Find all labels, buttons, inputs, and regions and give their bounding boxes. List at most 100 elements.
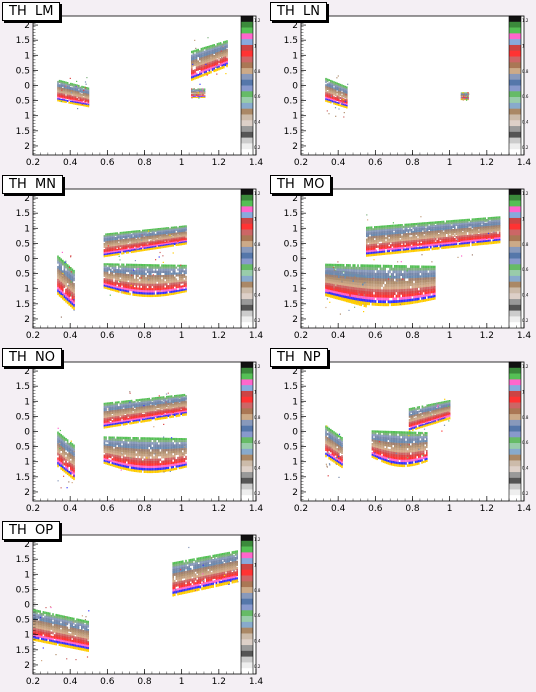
heatmap-cell — [153, 294, 155, 297]
heatmap-cell — [385, 240, 387, 244]
heatmap-cell — [486, 224, 488, 228]
heatmap-cell — [372, 238, 374, 241]
heatmap-cell — [143, 288, 146, 291]
heatmap-cell — [68, 302, 70, 306]
heatmap-cell — [134, 243, 136, 246]
heatmap-cell — [169, 293, 171, 296]
heatmap-cell — [486, 226, 488, 229]
heatmap-cell — [350, 274, 353, 278]
heatmap-cell — [339, 85, 342, 88]
heatmap-cell — [146, 290, 149, 293]
heatmap-cell — [177, 237, 179, 240]
palette-frame — [240, 15, 254, 156]
heatmap-cell — [121, 275, 123, 278]
heatmap-cell — [369, 230, 371, 233]
heatmap-cell — [127, 248, 130, 251]
heatmap-cell — [86, 99, 88, 102]
heatmap-cell — [441, 228, 443, 231]
palette-swatch — [241, 85, 253, 92]
heatmap-cell — [57, 88, 59, 90]
heatmap-cell — [339, 287, 342, 291]
heatmap-cell — [66, 82, 69, 84]
plot-frame — [32, 188, 257, 329]
heatmap-cell — [129, 236, 131, 239]
heatmap-cell — [70, 272, 72, 276]
palette-swatch — [509, 33, 521, 40]
heatmap-cell — [331, 286, 334, 289]
heatmap-cell — [129, 267, 131, 271]
heatmap-cell — [156, 270, 158, 274]
heatmap-cell — [333, 273, 335, 276]
heatmap-cell — [178, 266, 181, 269]
palette-frame — [508, 15, 522, 156]
heatmap-cell — [342, 85, 345, 88]
heatmap-cell — [399, 245, 402, 248]
heatmap-cell — [326, 270, 329, 273]
heatmap-cell — [177, 229, 179, 233]
heatmap-cell — [170, 266, 173, 269]
heatmap-cell — [170, 264, 173, 267]
heatmap-cell — [446, 238, 448, 242]
heatmap-cell — [138, 294, 141, 297]
heatmap-cell — [418, 222, 421, 226]
heatmap-cell — [490, 223, 493, 227]
heatmap-cell — [350, 299, 353, 303]
heatmap-cell — [86, 89, 88, 92]
heatmap-cell — [121, 231, 123, 234]
heatmap-cell — [82, 97, 85, 100]
heatmap-cell — [106, 266, 109, 269]
heatmap-cell — [73, 99, 75, 102]
heatmap-cell — [164, 241, 166, 244]
heatmap-cell — [458, 230, 461, 233]
heatmap-cell — [182, 230, 184, 233]
heatmap-cell — [74, 84, 77, 87]
heatmap-cell — [394, 228, 397, 231]
heatmap-cell — [156, 246, 158, 250]
heatmap-cell — [185, 270, 187, 273]
heatmap-cell — [333, 93, 335, 96]
heatmap-cell — [158, 228, 160, 231]
heatmap-cell — [84, 94, 86, 97]
heatmap-cell — [224, 63, 227, 67]
heatmap-cell — [388, 225, 390, 228]
heatmap-cell — [121, 271, 123, 274]
heatmap-cell — [132, 242, 134, 245]
heatmap-cell — [390, 238, 392, 241]
heatmap-cell — [334, 284, 337, 287]
heatmap-cell — [135, 272, 138, 275]
heatmap-cell — [425, 233, 427, 236]
data-region — [191, 88, 206, 99]
heatmap-cell — [162, 239, 165, 242]
heatmap-cell — [342, 95, 345, 98]
heatmap-speck — [62, 272, 64, 274]
heatmap-cell — [331, 292, 334, 296]
heatmap-cell — [113, 285, 115, 288]
heatmap-cell — [137, 233, 139, 236]
heatmap-cell — [174, 292, 176, 295]
heatmap-cell — [449, 242, 451, 245]
palette-tick-label: 0.8 — [254, 69, 261, 74]
heatmap-cell — [484, 233, 486, 236]
heatmap-cell — [84, 103, 86, 106]
heatmap-cell — [111, 237, 114, 240]
heatmap-cell — [113, 250, 115, 253]
heatmap-cell — [366, 234, 368, 238]
heatmap-cell — [382, 241, 384, 244]
heatmap-speck — [120, 291, 122, 293]
heatmap-cell — [62, 280, 64, 284]
heatmap-cell — [423, 248, 426, 251]
heatmap-cell — [197, 89, 199, 91]
heatmap-cell — [134, 244, 136, 247]
heatmap-cell — [124, 289, 126, 293]
heatmap-cell — [489, 224, 491, 227]
heatmap-cell — [482, 229, 485, 233]
heatmap-cell — [113, 263, 115, 266]
heatmap-cell — [138, 287, 141, 291]
heatmap-cell — [476, 242, 478, 246]
heatmap-cell — [195, 74, 198, 77]
heatmap-cell — [334, 84, 337, 87]
heatmap-cell — [180, 270, 182, 273]
heatmap-cell — [180, 225, 182, 229]
heatmap-cell — [177, 284, 179, 287]
heatmap-cell — [174, 282, 176, 285]
